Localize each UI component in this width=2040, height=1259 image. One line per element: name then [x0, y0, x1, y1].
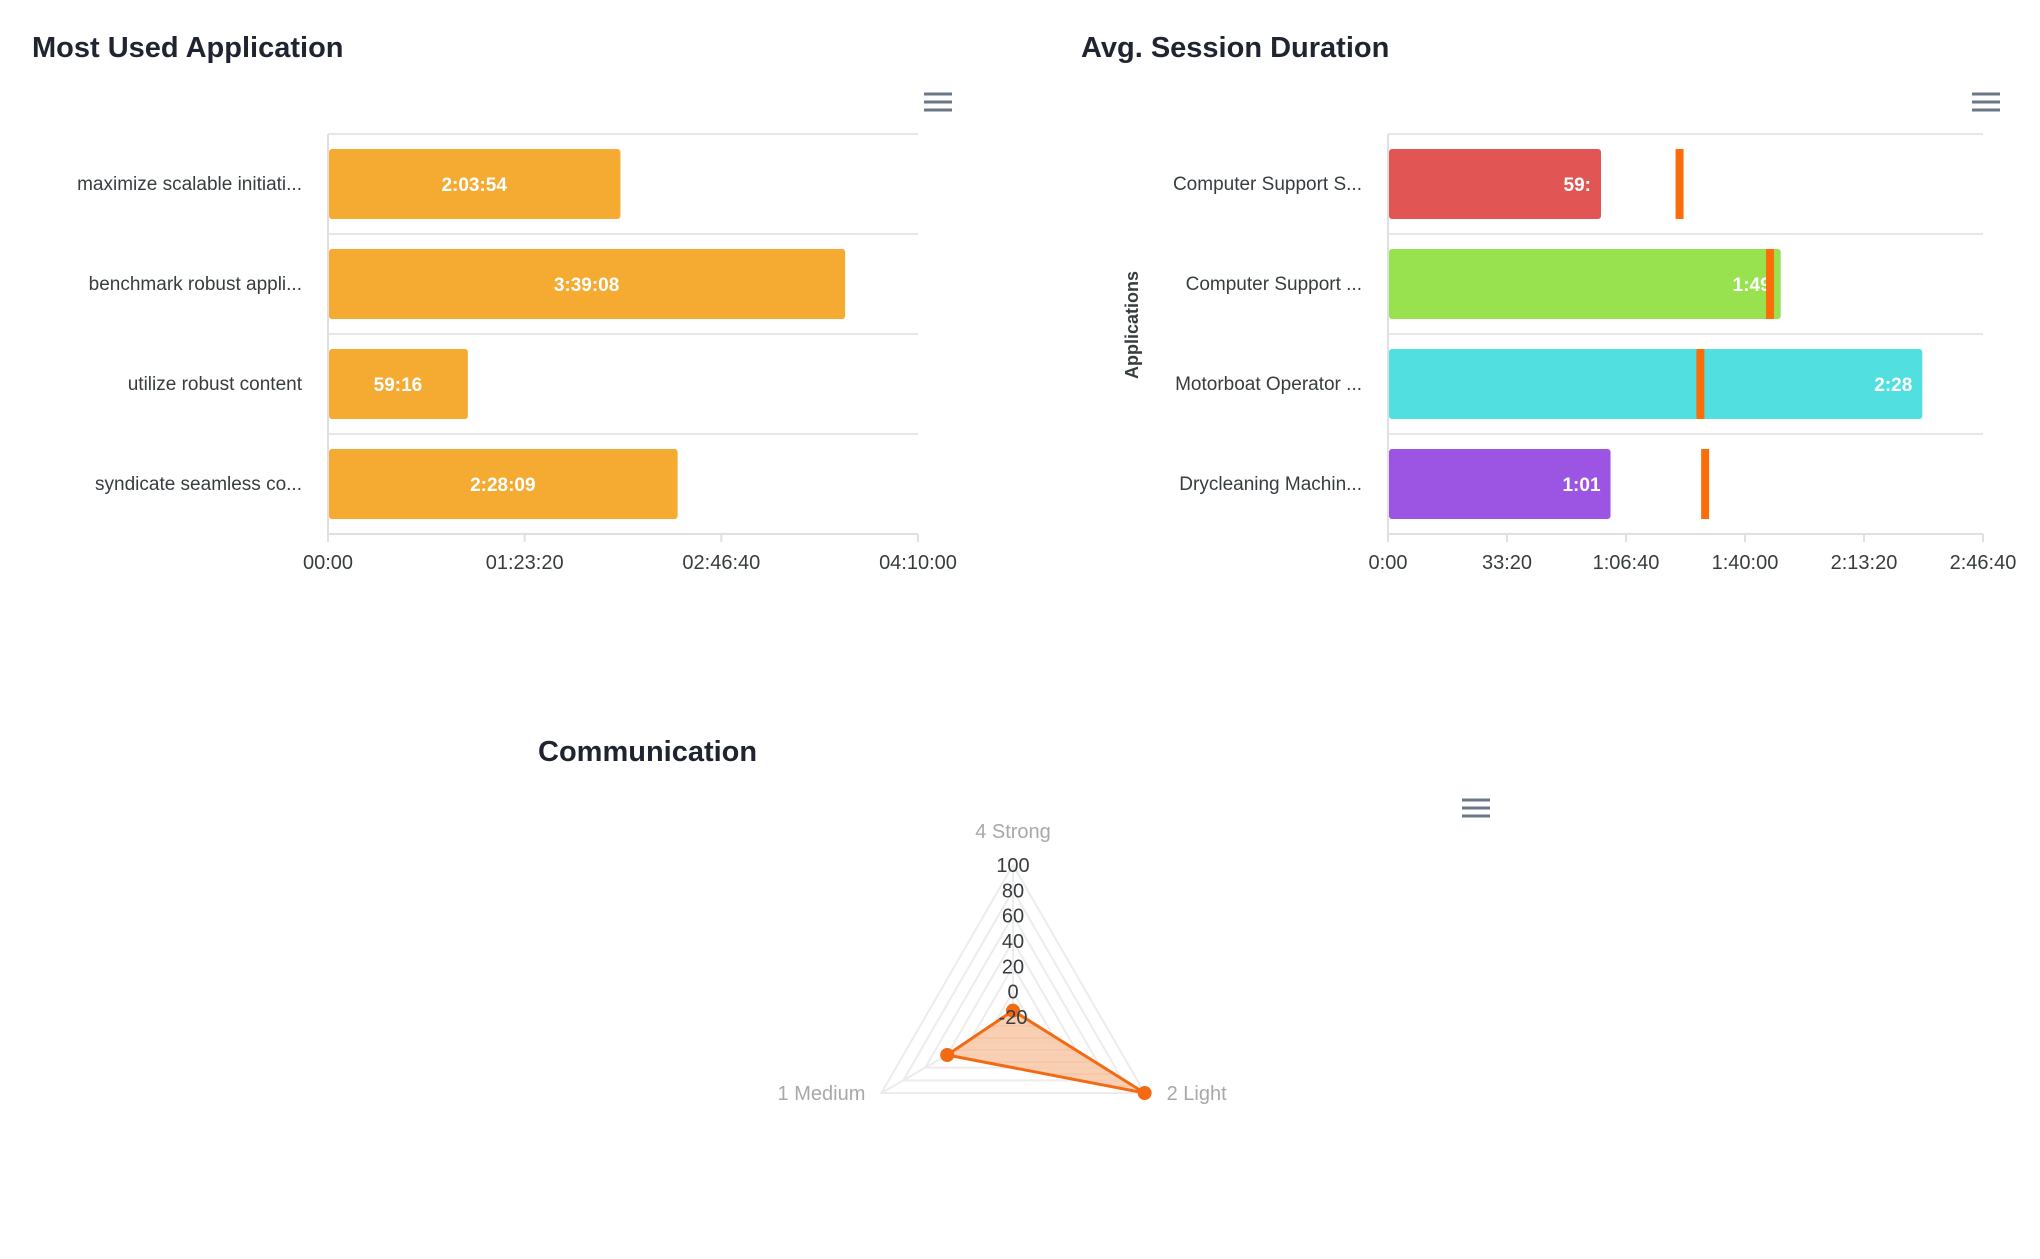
radar-series-area: [945, 1009, 1147, 1095]
radar-point: [940, 1048, 955, 1062]
category-label: Motorboat Operator ...: [1175, 374, 1362, 395]
target-marker: [1675, 149, 1684, 219]
radar-tick-label: 100: [996, 855, 1029, 877]
x-tick-label: 1:06:40: [1593, 552, 1660, 574]
category-labels: Computer Support S... Computer Support ..…: [1173, 174, 1362, 495]
x-tick-label: 00:00: [303, 552, 353, 574]
x-tick-label: 33:20: [1482, 552, 1532, 574]
radar-tick-label: 20: [1002, 956, 1024, 978]
bar-value-label: 2:28:09: [470, 475, 536, 496]
radar-axis-label: 2 Light: [1167, 1083, 1227, 1105]
radar-point: [1137, 1086, 1152, 1100]
radar-gridline: [879, 863, 1147, 1094]
most-used-application-panel: Most Used Application 2:03:54 3:39:08 59:1…: [32, 32, 958, 574]
radar-tick-label: 40: [1002, 931, 1024, 953]
bar: [1389, 149, 1602, 219]
target-marker: [1701, 449, 1710, 519]
x-tick-label: 1:40:00: [1712, 552, 1779, 574]
radar-tick-label: 80: [1002, 880, 1024, 902]
category-labels: maximize scalable initiati... benchmark r…: [77, 174, 303, 495]
target-marker: [1765, 249, 1774, 319]
bar: [329, 449, 678, 519]
radar-radial-ticks: 100 80 60 40 20 0 -20: [996, 855, 1029, 1029]
bar-value-label: 1:01: [1562, 475, 1600, 496]
chart-menu-button[interactable]: [1456, 794, 1496, 824]
bar-value-label: 2:28: [1874, 375, 1912, 396]
chart-menu-button[interactable]: [1966, 88, 2006, 118]
category-label: syndicate seamless co...: [95, 474, 302, 495]
radar-tick-label: -20: [999, 1007, 1028, 1029]
bar-value-label: 1:49: [1733, 275, 1771, 296]
category-label: Computer Support S...: [1173, 174, 1362, 195]
bar: [329, 349, 468, 419]
x-tick-label: 01:23:20: [486, 552, 564, 574]
x-tick-label: 02:46:40: [682, 552, 760, 574]
bar-value-label: 59:16: [374, 375, 423, 396]
x-axis: 0:00 33:20 1:06:40 1:40:00 2:13:20 2:46:40: [1369, 534, 2017, 574]
category-label: maximize scalable initiati...: [77, 174, 302, 195]
bar-value-label: 2:03:54: [441, 175, 507, 196]
chart-menu-button[interactable]: [918, 88, 958, 118]
y-axis-label: Applications: [1122, 271, 1142, 379]
bar: [1389, 349, 1923, 419]
target-marker: [1696, 349, 1705, 419]
bar-clip-group: 59: 1:49 2:28 1:01: [1389, 149, 1923, 519]
bar: [329, 249, 846, 319]
category-label: benchmark robust appli...: [89, 274, 302, 295]
category-label: Drycleaning Machin...: [1179, 474, 1362, 495]
bars: 2:03:54 3:39:08 59:16 2:28:09: [329, 149, 846, 519]
radar-axis-label: 4 Strong: [975, 821, 1051, 843]
bar-value-label: 3:39:08: [554, 275, 620, 296]
communication-title: Communication: [538, 736, 757, 768]
x-tick-label: 0:00: [1369, 552, 1408, 574]
radar-tick-label: 0: [1007, 982, 1018, 1004]
bar: [1389, 249, 1781, 319]
avg-session-duration-title: Avg. Session Duration: [1081, 32, 1389, 64]
grid: [327, 133, 918, 535]
category-label: utilize robust content: [128, 374, 303, 395]
avg-session-duration-panel: Avg. Session Duration Applications 59: 1:…: [1081, 32, 2016, 574]
radar-gridline: [901, 888, 1125, 1082]
x-tick-label: 04:10:00: [879, 552, 957, 574]
radar-tick-label: 60: [1002, 906, 1024, 928]
radar-point: [1006, 1003, 1020, 1018]
bar: [1389, 449, 1611, 519]
x-tick-label: 2:46:40: [1950, 552, 2017, 574]
x-axis: 00:00 01:23:20 02:46:40 04:10:00: [303, 534, 957, 574]
communication-panel: Communication 100 80 60 40 20 0 -20 4 Strong 2 …: [538, 736, 1496, 1105]
radar-axis-labels: 4 Strong 2 Light 1 Medium: [778, 821, 1228, 1105]
bar-value-label: 59:: [1564, 175, 1591, 196]
radar-axis-label: 1 Medium: [778, 1083, 866, 1105]
category-label: Computer Support ...: [1186, 274, 1362, 295]
bars: 59: 1:49 2:28 1:01: [1389, 149, 1923, 519]
bar: [329, 149, 621, 219]
most-used-application-title: Most Used Application: [32, 32, 344, 64]
radar-series: [940, 1003, 1152, 1100]
grid: [1387, 133, 1983, 535]
x-tick-label: 2:13:20: [1831, 552, 1898, 574]
